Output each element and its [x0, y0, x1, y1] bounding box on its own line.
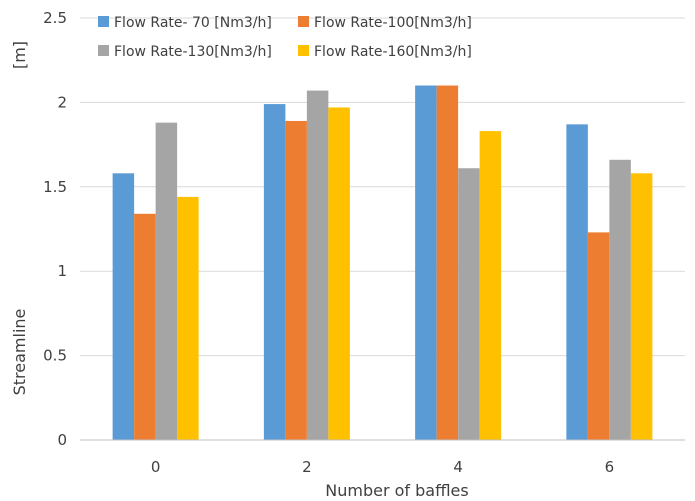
y-tick-label: 0.5: [43, 347, 67, 365]
bar-series-2-cat-2: [285, 120, 307, 440]
x-tick-label: 4: [453, 458, 463, 476]
bar-series-1-cat-4: [415, 85, 437, 441]
legend-swatch: [298, 45, 309, 56]
legend-label: Flow Rate-100[Nm3/h]: [314, 15, 472, 31]
bar-series-3-cat-4: [458, 168, 480, 440]
bar-series-1-cat-0: [112, 173, 135, 440]
legend-label: Flow Rate-130[Nm3/h]: [114, 44, 272, 60]
y-axis-label: Streamline: [10, 309, 29, 396]
legend-label: Flow Rate- 70 [Nm3/h]: [114, 15, 272, 31]
bar-series-2-cat-4: [436, 85, 459, 441]
y-tick-label: 1: [57, 262, 67, 280]
bar-series-1-cat-2: [263, 104, 286, 440]
bar-series-3-cat-0: [155, 122, 178, 440]
bar-series-4-cat-6: [630, 173, 653, 440]
x-axis-ticks: 0 2 4 6: [151, 458, 614, 476]
y-axis-ticks: 0 0.5 1 1.5 2 2.5: [43, 9, 67, 449]
legend-swatch: [298, 16, 309, 27]
bar-series-4-cat-2: [328, 107, 350, 441]
y-tick-label: 2.5: [43, 9, 67, 27]
legend-swatch: [98, 45, 109, 56]
legend: Flow Rate- 70 [Nm3/h] Flow Rate-100[Nm3/h…: [98, 15, 472, 60]
bar-series-4-cat-4: [479, 131, 502, 440]
x-tick-label: 0: [151, 458, 161, 476]
y-axis-unit-label: [m]: [10, 41, 29, 69]
x-tick-label: 6: [605, 458, 615, 476]
bar-series-2-cat-0: [134, 213, 156, 440]
y-tick-label: 1.5: [43, 178, 67, 196]
bars: [112, 85, 653, 441]
x-axis-label: Number of baffles: [325, 481, 468, 500]
y-tick-label: 0: [57, 431, 67, 449]
bar-series-1-cat-6: [566, 124, 588, 441]
bar-series-2-cat-6: [587, 232, 610, 440]
bar-series-4-cat-0: [177, 196, 199, 440]
legend-swatch: [98, 16, 109, 27]
bar-series-3-cat-6: [609, 159, 631, 441]
bar-series-3-cat-2: [306, 90, 329, 441]
x-tick-label: 2: [302, 458, 312, 476]
y-tick-label: 2: [57, 93, 67, 111]
legend-label: Flow Rate-160[Nm3/h]: [314, 44, 472, 60]
